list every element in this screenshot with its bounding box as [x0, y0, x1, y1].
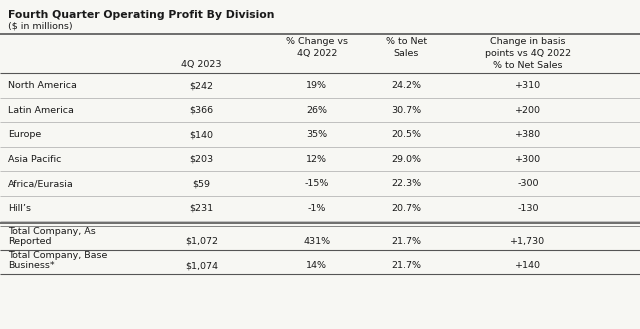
Text: 26%: 26%: [307, 106, 327, 115]
Text: +1,730: +1,730: [511, 237, 545, 246]
Text: 35%: 35%: [306, 130, 328, 139]
Text: -15%: -15%: [305, 179, 329, 188]
Text: -130: -130: [517, 204, 539, 213]
Text: 19%: 19%: [307, 81, 327, 90]
Text: +310: +310: [515, 81, 541, 90]
Text: 20.7%: 20.7%: [392, 204, 421, 213]
Text: ($ in millions): ($ in millions): [8, 22, 72, 31]
Text: % to Net: % to Net: [386, 38, 427, 46]
Text: +380: +380: [515, 130, 541, 139]
Text: 21.7%: 21.7%: [392, 237, 421, 246]
Text: 22.3%: 22.3%: [391, 179, 422, 188]
Text: -1%: -1%: [308, 204, 326, 213]
Text: 12%: 12%: [307, 155, 327, 164]
Text: 4Q 2022: 4Q 2022: [296, 49, 337, 58]
Text: +300: +300: [515, 155, 541, 164]
Text: $366: $366: [189, 106, 214, 115]
Text: 21.7%: 21.7%: [392, 261, 421, 270]
Text: Asia Pacific: Asia Pacific: [8, 155, 61, 164]
Text: $1,074: $1,074: [185, 261, 218, 270]
Text: 30.7%: 30.7%: [391, 106, 422, 115]
Text: $1,072: $1,072: [185, 237, 218, 246]
Text: Business*: Business*: [8, 261, 54, 270]
Text: Total Company, Base: Total Company, Base: [8, 251, 107, 260]
Text: Europe: Europe: [8, 130, 41, 139]
Text: 24.2%: 24.2%: [392, 81, 421, 90]
Text: 29.0%: 29.0%: [392, 155, 421, 164]
Text: Reported: Reported: [8, 237, 51, 246]
Text: Sales: Sales: [394, 49, 419, 58]
Text: % Change vs: % Change vs: [286, 38, 348, 46]
Text: Latin America: Latin America: [8, 106, 74, 115]
Text: $231: $231: [189, 204, 214, 213]
Text: $242: $242: [189, 81, 214, 90]
Text: Total Company, As: Total Company, As: [8, 227, 95, 236]
Text: 20.5%: 20.5%: [392, 130, 421, 139]
Text: $140: $140: [189, 130, 214, 139]
Text: +200: +200: [515, 106, 541, 115]
Text: +140: +140: [515, 261, 541, 270]
Text: North America: North America: [8, 81, 77, 90]
Text: Hill’s: Hill’s: [8, 204, 31, 213]
Text: 431%: 431%: [303, 237, 330, 246]
Text: $203: $203: [189, 155, 214, 164]
Text: Change in basis: Change in basis: [490, 38, 566, 46]
Text: -300: -300: [517, 179, 539, 188]
Text: points vs 4Q 2022: points vs 4Q 2022: [485, 49, 571, 58]
Text: Africa/Eurasia: Africa/Eurasia: [8, 179, 74, 188]
Text: Fourth Quarter Operating Profit By Division: Fourth Quarter Operating Profit By Divis…: [8, 10, 274, 20]
Text: $59: $59: [193, 179, 211, 188]
Text: % to Net Sales: % to Net Sales: [493, 61, 563, 69]
Text: 14%: 14%: [307, 261, 327, 270]
Text: 4Q 2023: 4Q 2023: [181, 61, 222, 69]
